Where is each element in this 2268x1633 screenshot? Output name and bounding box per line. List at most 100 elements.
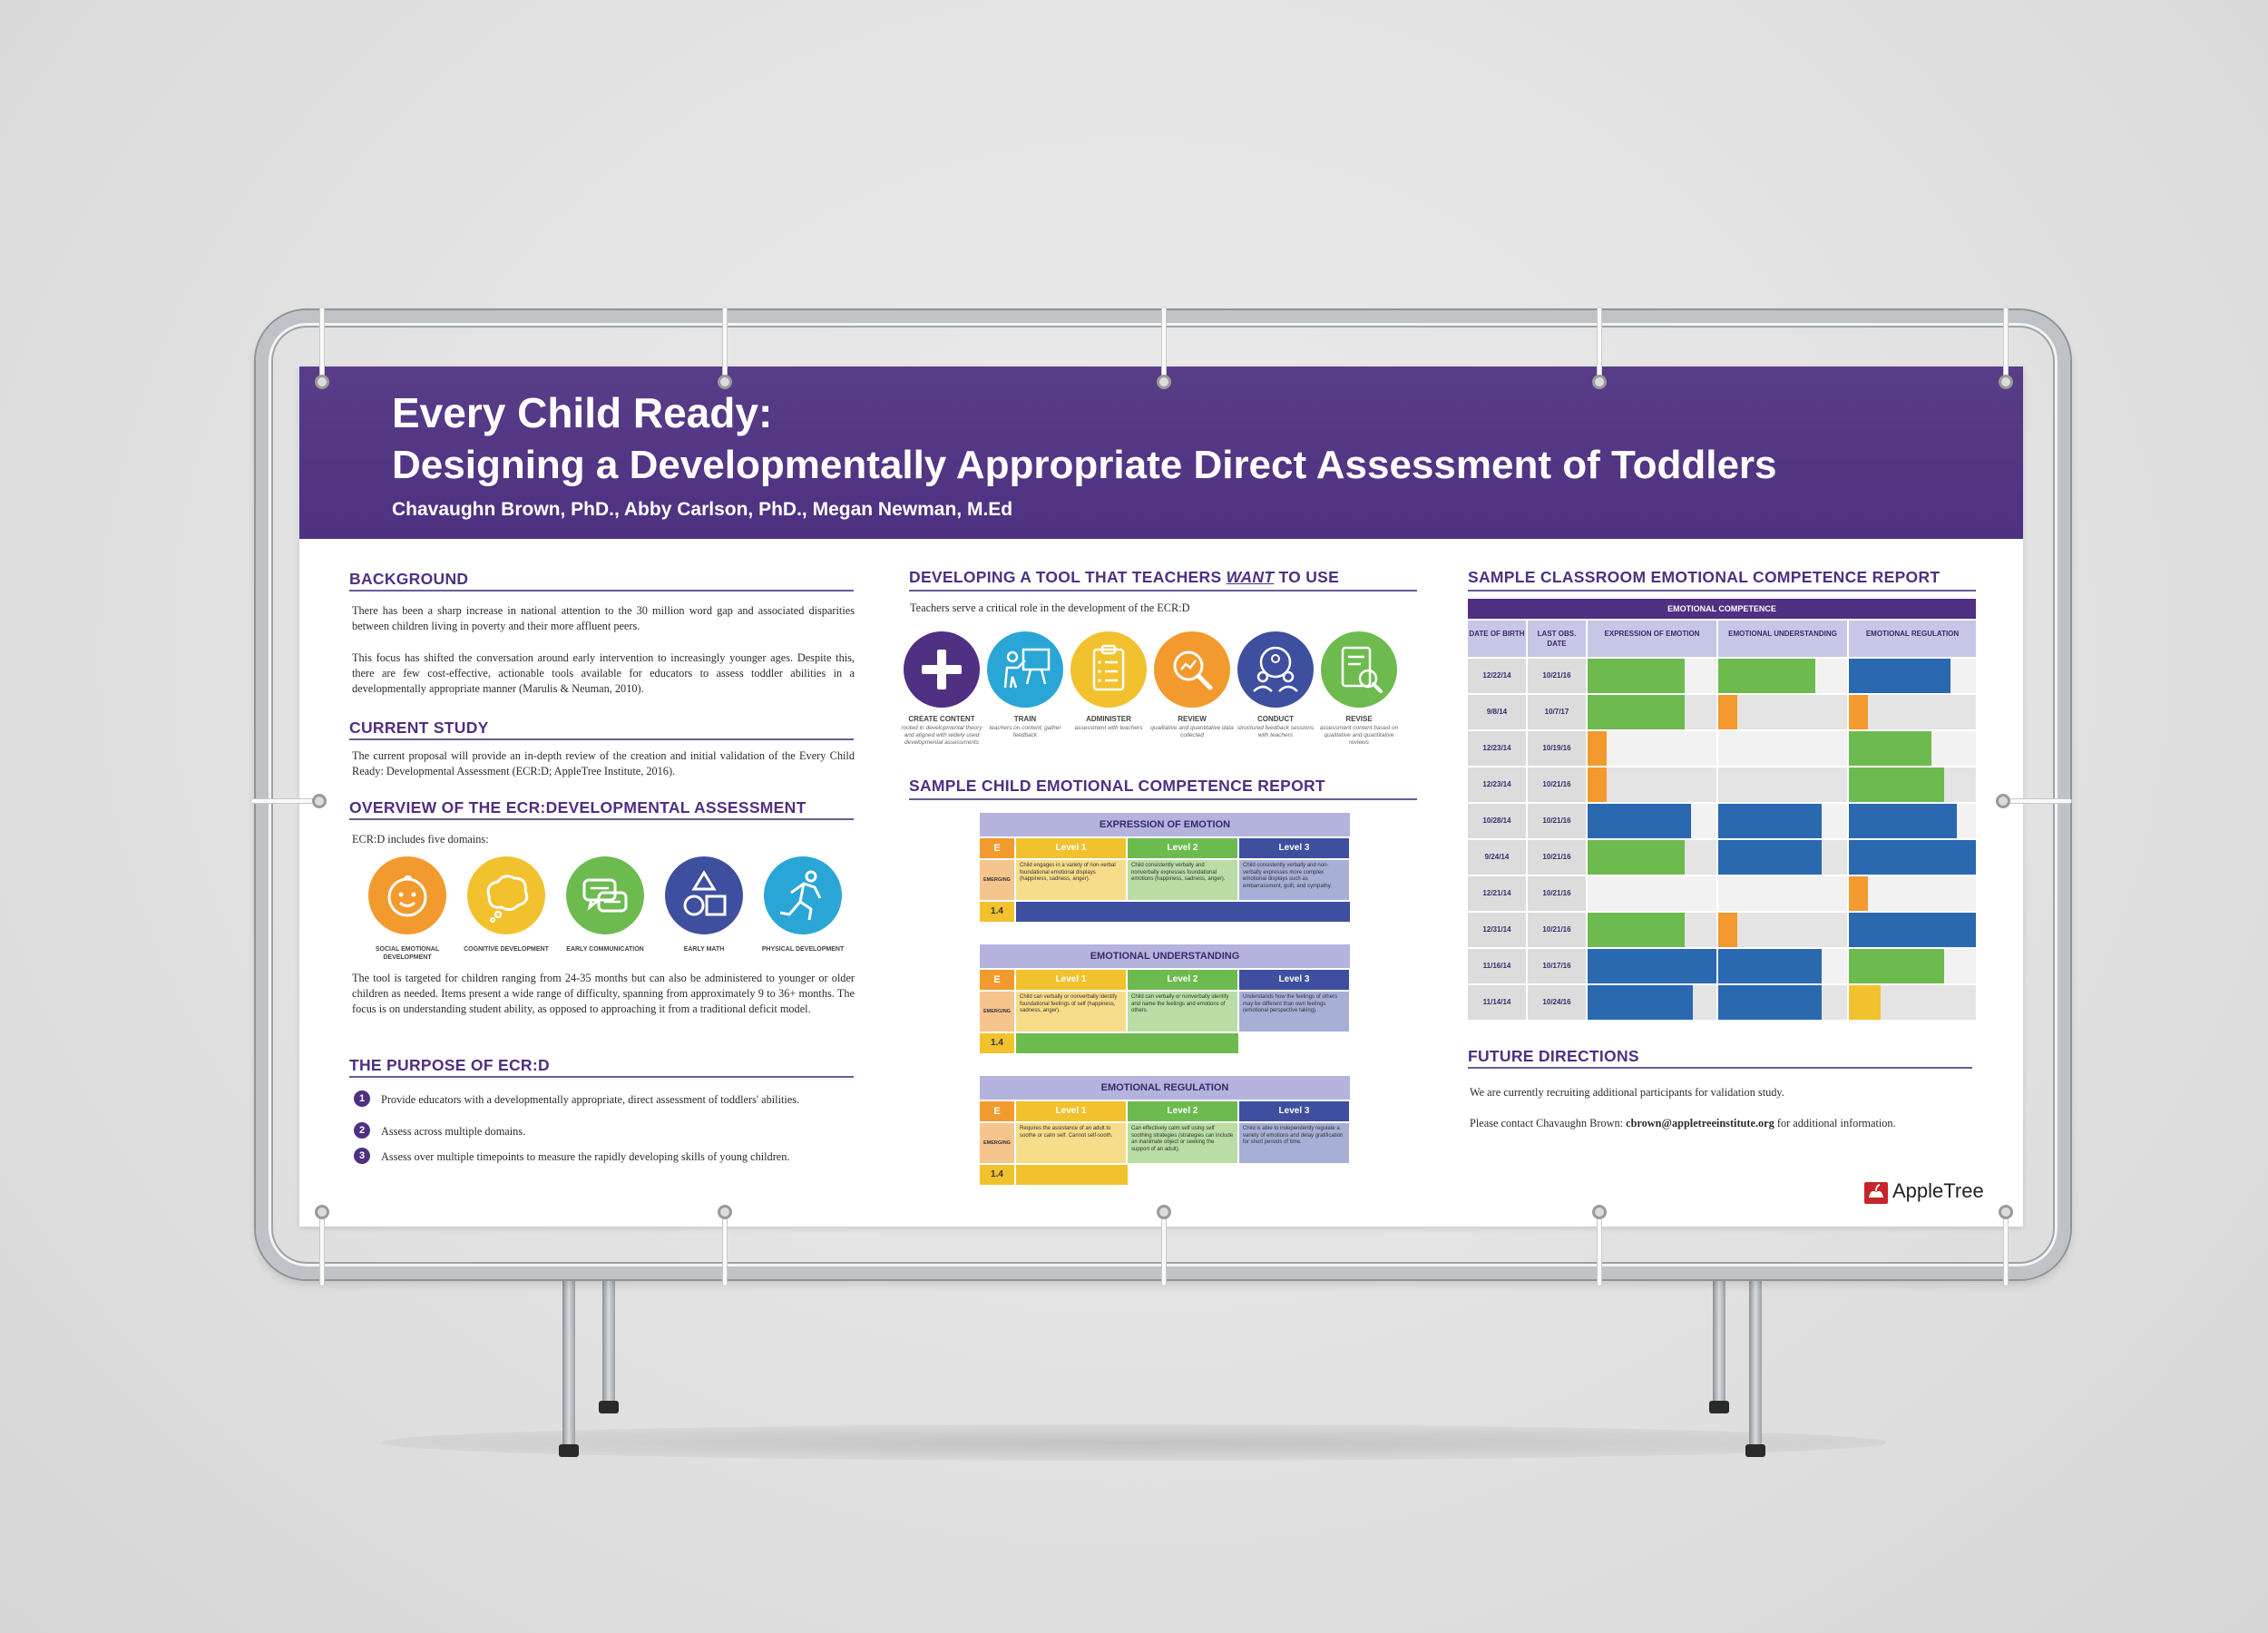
score-bar <box>1849 985 1881 1020</box>
score-cell-bg <box>1718 731 1847 766</box>
tool-heading-pre: DEVELOPING A TOOL THAT TEACHERS <box>909 568 1222 586</box>
section-rule <box>349 590 854 592</box>
level-header: Level 3 <box>1239 838 1349 858</box>
purpose-heading: THE PURPOSE OF ECR:D <box>349 1056 550 1074</box>
table-title: EMOTIONAL REGULATION <box>980 1076 1350 1100</box>
top-tie <box>2003 307 2009 383</box>
social-emotional-domain-icon <box>368 856 446 934</box>
level-header: Level 2 <box>1128 838 1237 858</box>
section-rule <box>349 818 854 820</box>
contact-email-link[interactable]: cbrown@appletreeinstitute.org <box>1626 1117 1774 1129</box>
review-step-icon <box>1154 631 1230 708</box>
score-bar <box>1849 768 1944 802</box>
score-bar <box>1849 804 1957 838</box>
banner-frame <box>256 310 2070 1279</box>
future-paragraph-1: We are currently recruiting additional p… <box>1470 1086 1784 1099</box>
poster-authors: Chavaughn Brown, PhD., Abby Carlson, PhD… <box>392 499 1013 520</box>
section-rule <box>1468 1067 1972 1069</box>
column-header: EMOTIONAL REGULATION <box>1849 621 1976 657</box>
step-title: CONDUCT <box>1257 715 1294 723</box>
overview-intro: ECR:D includes five domains: <box>352 833 489 846</box>
score-cell: 1.4 <box>980 1165 1014 1185</box>
dob-cell: 11/16/14 <box>1468 949 1526 983</box>
column-header: EMOTIONAL UNDERSTANDING <box>1718 621 1847 657</box>
table-title: EMOTIONAL UNDERSTANDING <box>980 944 1350 968</box>
score-bar <box>1588 913 1685 947</box>
level-header: Level 1 <box>1016 1101 1126 1121</box>
tool-heading-emphasis: WANT <box>1226 568 1275 586</box>
step-description: structured feedback sessions with teache… <box>1237 725 1315 738</box>
obs-date-cell: 10/17/16 <box>1528 949 1586 983</box>
score-cell-bg <box>1849 695 1976 729</box>
list-number: 3 <box>354 1148 370 1164</box>
current-study-heading: CURRENT STUDY <box>349 719 489 737</box>
level-description: Child consistently verbally and non-verb… <box>1239 860 1349 900</box>
level-description: Child can verbally or nonverbally identi… <box>1016 992 1126 1032</box>
purpose-item: Assess across multiple domains. <box>381 1125 526 1138</box>
grommet <box>315 1205 329 1219</box>
grommet <box>1999 1205 2013 1219</box>
score-cell-bg <box>1588 731 1716 766</box>
level-description: Child is able to independently regulate … <box>1239 1123 1349 1163</box>
step-title: CREATE CONTENT <box>908 715 975 723</box>
domain-label: COGNITIVE DEVELOPMENT <box>464 946 549 953</box>
train-step-icon <box>987 631 1063 708</box>
score-cell-bg <box>1588 768 1716 802</box>
column-header: DATE OF BIRTH <box>1468 621 1526 657</box>
level-header: Level 3 <box>1239 970 1349 990</box>
score-bar <box>1588 840 1685 875</box>
score-bar <box>1849 949 1944 983</box>
obs-date-cell: 10/21/16 <box>1528 659 1586 693</box>
score-bar <box>1849 913 1976 947</box>
level-header: Level 2 <box>1128 970 1237 990</box>
level-description: Child consistently verbally and nonverba… <box>1128 860 1237 900</box>
top-tie <box>1161 307 1167 383</box>
create-content-step-icon <box>904 631 980 708</box>
top-tie <box>722 307 728 383</box>
grommet <box>1592 375 1607 389</box>
grommet <box>1999 375 2013 389</box>
section-rule <box>909 590 1417 592</box>
score-cell-bg <box>1718 695 1847 729</box>
score-bar <box>1849 659 1950 693</box>
domain-label: EARLY COMMUNICATION <box>566 946 644 953</box>
top-tie <box>1597 307 1602 383</box>
score-cell: 1.4 <box>980 1033 1014 1053</box>
obs-date-cell: 10/7/17 <box>1528 695 1586 729</box>
score-bar <box>1588 659 1685 693</box>
stand-foot <box>1745 1444 1765 1457</box>
score-bar <box>1849 840 1976 875</box>
obs-date-cell: 10/21/16 <box>1528 804 1586 838</box>
child-report-table: EMOTIONAL UNDERSTANDING E Level 1 Child can… <box>980 944 1350 1064</box>
level-header: Level 1 <box>1016 838 1126 858</box>
score-bar <box>1849 876 1868 911</box>
physical-domain-icon <box>764 856 842 934</box>
step-title: REVISE <box>1345 715 1373 723</box>
cognitive-domain-icon <box>467 856 545 934</box>
child-report-table: EXPRESSION OF EMOTION E Level 1 Child engag… <box>980 813 1350 933</box>
step-title: ADMINISTER <box>1086 715 1131 723</box>
level-description: Child can verbally or nonverbally identi… <box>1128 992 1237 1032</box>
row-label: EMERGING <box>980 860 1014 900</box>
score-bar <box>1588 804 1691 838</box>
early-math-domain-icon <box>665 856 743 934</box>
contact-text: Please contact Chavaughn Brown: <box>1470 1117 1624 1129</box>
table-banner: EMOTIONAL COMPETENCE <box>1468 599 1976 619</box>
step-title: REVIEW <box>1178 715 1207 723</box>
score-cell: 1.4 <box>980 902 1014 922</box>
grommet <box>718 375 732 389</box>
score-bar <box>1588 985 1693 1020</box>
dob-cell: 10/28/14 <box>1468 804 1526 838</box>
stand-leg-left-back <box>562 1270 575 1452</box>
level-letter: E <box>980 970 1014 990</box>
score-bar <box>1718 840 1822 875</box>
step-title: TRAIN <box>1013 715 1037 723</box>
obs-date-cell: 10/21/16 <box>1528 768 1586 802</box>
score-bar <box>1016 1033 1238 1053</box>
level-description: Requires the assistance of an adult to s… <box>1016 1123 1126 1163</box>
level-description: Can effectively calm self using self soo… <box>1128 1123 1237 1163</box>
domain-label: SOCIAL EMOTIONAL DEVELOPMENT <box>375 946 440 961</box>
score-bar <box>1588 768 1607 802</box>
stand-leg-left-front <box>602 1270 615 1406</box>
poster-header: Every Child Ready: Designing a Developme… <box>299 367 2023 539</box>
